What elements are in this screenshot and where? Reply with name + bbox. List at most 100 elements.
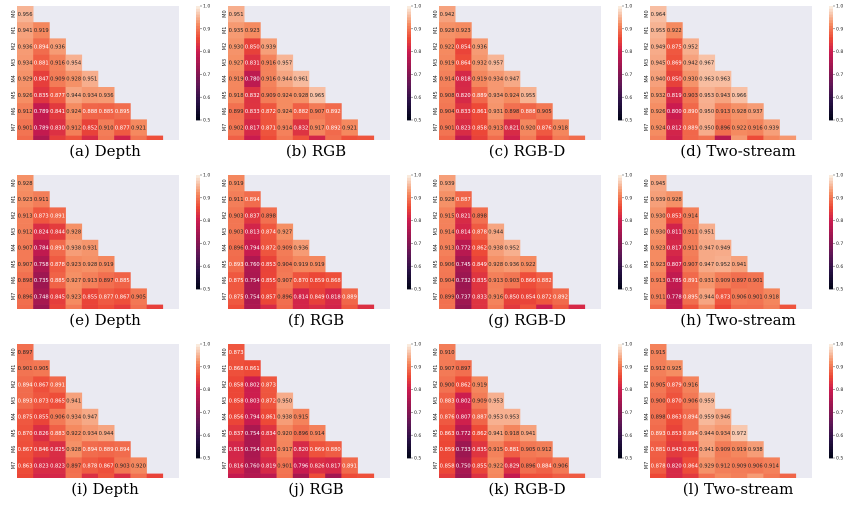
heatmap-cell (292, 425, 310, 442)
colorbar-segment (407, 257, 411, 261)
colorbar-segment (196, 217, 200, 221)
row-label: M5 (11, 91, 17, 99)
heatmap-cell (698, 103, 716, 120)
heatmap-cell-value: 0.863 (667, 415, 682, 421)
colorbar-segment (407, 355, 411, 359)
heatmap-cell (439, 473, 456, 478)
heatmap-cell-value: 0.898 (651, 415, 666, 421)
heatmap-cell (682, 425, 699, 442)
colorbar-segment (407, 280, 411, 284)
colorbar-segment (618, 266, 622, 270)
heatmap-cell-value: 0.938 (277, 415, 292, 421)
heatmap-cell (747, 119, 764, 136)
heatmap-cell (536, 119, 553, 136)
heatmap-cell-value: 0.915 (293, 415, 308, 421)
colorbar-segment (196, 389, 200, 393)
heatmap-cell (17, 441, 34, 458)
colorbar-segment (618, 403, 622, 408)
colorbar-segment (829, 349, 833, 353)
panel-caption: (i) Depth (71, 480, 139, 498)
heatmap-cell (455, 457, 472, 474)
heatmap-cell (666, 457, 683, 474)
colorbar-segment (407, 175, 411, 179)
heatmap-cell-value: 0.875 (229, 294, 244, 300)
colorbar-segment (196, 229, 200, 233)
colorbar-segment (407, 392, 411, 396)
heatmap-cell-value: 0.922 (488, 463, 503, 469)
heatmap-cell (650, 344, 667, 361)
heatmap-cell (65, 457, 83, 474)
heatmap-cell-value: 0.904 (277, 262, 293, 268)
colorbar-segment (829, 57, 833, 61)
heatmap-cell-value: 0.928 (488, 262, 503, 268)
colorbar-segment (829, 34, 833, 38)
row-label: M4 (222, 244, 228, 252)
colorbar-tick-label: 1.0 (625, 342, 632, 348)
heatmap-cell (65, 223, 83, 241)
heatmap-cell-value: 0.872 (261, 109, 276, 115)
heatmap-cell (114, 457, 131, 474)
heatmap-cell-value: 0.875 (229, 278, 244, 284)
heatmap-cell (228, 6, 245, 23)
heatmap-cell (260, 119, 277, 136)
heatmap-cell (552, 119, 569, 136)
heatmap-cell-value: 0.850 (667, 77, 682, 83)
heatmap-cell-value: 0.873 (261, 382, 276, 388)
row-label: M3 (433, 397, 439, 405)
colorbar-segment (618, 286, 622, 290)
panel-caption: (h) Two-stream (680, 311, 796, 329)
colorbar-segment (196, 63, 200, 67)
colorbar-segment (407, 346, 411, 351)
colorbar-segment (618, 51, 622, 55)
heatmap-cell (260, 473, 277, 478)
colorbar-segment (618, 455, 622, 459)
heatmap-cell-value: 0.921 (342, 125, 357, 131)
colorbar-tick-label: 0.8 (414, 49, 421, 55)
heatmap-cell (65, 135, 83, 140)
heatmap-cell (260, 239, 277, 257)
heatmap-cell-value: 0.913 (488, 125, 503, 131)
colorbar-segment (407, 277, 411, 281)
colorbar-segment (196, 111, 200, 115)
colorbar-segment (407, 80, 411, 84)
heatmap-cell-value: 0.817 (667, 246, 682, 252)
colorbar-tick-label: 0.7 (203, 72, 210, 78)
heatmap-cell-value: 0.889 (472, 93, 487, 99)
heatmap-cell (114, 103, 131, 120)
colorbar-segment (196, 200, 200, 204)
colorbar-segment (407, 209, 411, 213)
heatmap-cell (698, 425, 716, 442)
colorbar-tick-label: 0.9 (625, 195, 632, 201)
colorbar-segment (196, 17, 200, 21)
colorbar-tick-label: 0.5 (203, 456, 210, 462)
colorbar-segment (196, 349, 200, 353)
colorbar-segment (829, 426, 833, 430)
colorbar-tick-label: 0.9 (836, 364, 843, 370)
colorbar-segment (196, 346, 200, 351)
heatmap-cell (33, 119, 50, 136)
heatmap-cell (114, 272, 131, 289)
heatmap-cell-value: 0.869 (310, 447, 325, 453)
heatmap-cell (714, 256, 732, 273)
colorbar-segment (196, 28, 200, 33)
heatmap-cell (65, 425, 83, 442)
heatmap-cell (244, 70, 261, 88)
heatmap-cell (552, 457, 569, 474)
heatmap-cell (309, 441, 326, 458)
heatmap-panel: 0.939 0.928 0.887 0.915 0.821 0.898 0.914 0.814… (422, 169, 632, 337)
colorbar-segment (407, 97, 411, 101)
heatmap-cell-value: 0.844 (50, 230, 66, 236)
heatmap-cell (17, 119, 34, 136)
colorbar-segment (407, 217, 411, 221)
colorbar-segment (196, 366, 200, 371)
heatmap-cell (682, 239, 699, 257)
colorbar-segment (196, 435, 200, 439)
heatmap-cell (228, 376, 245, 393)
heatmap-cell-value: 0.823 (34, 463, 49, 469)
heatmap-cell-value: 0.821 (456, 213, 471, 219)
heatmap-cell-value: 0.901 (18, 125, 33, 131)
colorbar-segment (196, 243, 200, 247)
heatmap-cell-value: 0.909 (732, 463, 747, 469)
row-label: M0 (433, 10, 439, 18)
colorbar-segment (829, 378, 833, 382)
